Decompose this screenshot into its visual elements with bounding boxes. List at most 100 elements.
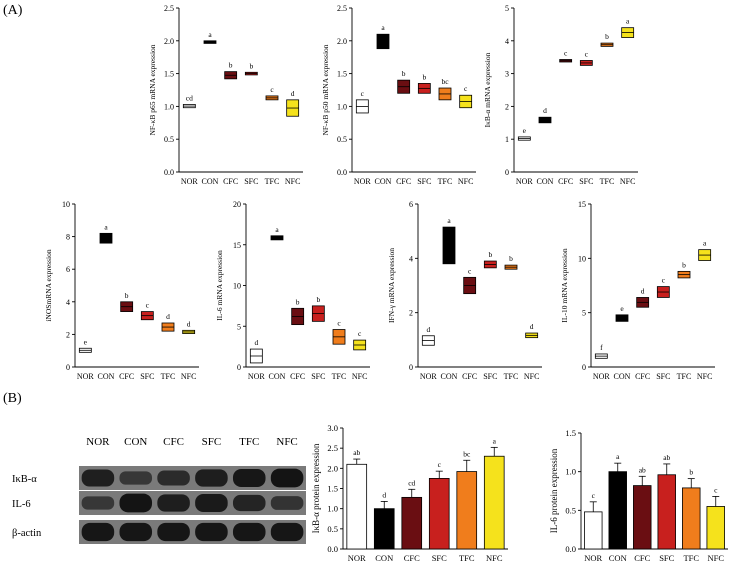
y-tick-label: 3 [505,70,509,79]
significance-letter: a [493,436,497,445]
x-tick-label: NOR [248,372,266,381]
bar-nfc [483,455,505,550]
significance-letter: b [488,250,492,259]
bar-cfc [633,485,652,550]
x-tick-label: CFC [558,177,573,186]
y-tick-label: 2.5 [327,443,338,453]
y-tick-label: 20 [233,200,241,209]
blot-band [81,522,115,542]
significance-letter: a [381,23,385,32]
y-tick-label: 1.5 [164,70,174,79]
significance-letter: b [402,69,406,78]
x-tick-label: CFC [635,372,650,381]
x-tick-label: SFC [579,177,593,186]
blot-strip [79,491,306,515]
chart-2: 0.0 0.5 1.0 1.5 2.0 2.5 NOR CON CFC SFC TFC NFC NF-κ… [321,4,476,186]
significance-letter: cd [408,478,415,487]
y-tick-label: 1 [505,135,509,144]
x-tick-label: SFC [311,372,325,381]
y-tick-label: 0.5 [565,505,576,515]
blot-band [195,469,228,487]
y-tick-label: 1.0 [164,102,174,111]
western-blot: NOR CON CFC SFC TFC NFC IκB-α IL-6 β-actin [12,436,306,544]
y-tick-label: 2.5 [337,4,347,13]
y-tick-label: 10 [62,200,70,209]
chart-5: 0 5 10 15 20 NOR CON CFC SFC TFC NFC IL-6 mRNA expr… [215,200,370,381]
significance-letter: c [468,266,472,275]
significance-letter: d [382,490,386,499]
x-tick-label: CON [614,372,631,381]
x-tick-label: CFC [634,553,650,563]
x-tick-label: TFC [504,372,519,381]
bar-sfc [657,474,676,550]
significance-letter: e [523,126,527,135]
y-tick-label: 6 [409,200,413,209]
x-tick-label: SFC [659,553,674,563]
y-axis-label: NF-κB p65 mRNA expression [148,44,157,135]
significance-letter: e [84,337,88,346]
y-tick-label: 0 [66,363,70,372]
x-tick-label: NOR [516,177,534,186]
x-tick-label: NOR [181,177,199,186]
significance-letter: a [703,239,707,248]
blot-band [232,468,266,488]
x-tick-label: NOR [420,372,438,381]
significance-letter: b [316,295,320,304]
significance-letter: d [254,338,258,347]
y-tick-label: 0 [582,363,586,372]
x-tick-label: CON [537,177,554,186]
chart-3: 0 1 2 3 4 5 NOR CON CFC SFC TFC NFC IκB-α mRNA expre… [483,4,638,186]
x-tick-label: TFC [600,177,615,186]
significance-letter: d [543,106,547,115]
blot-strip [79,466,306,490]
blot-band [81,469,115,487]
blot-band [119,471,153,485]
blot-band [157,522,190,542]
x-tick-label: NFC [458,177,474,186]
significance-letter: d [166,312,170,321]
blot-lane-label: NFC [276,436,297,448]
panel-label-a: (A) [3,3,23,18]
panel-label-b: (B) [3,391,22,406]
blot-band [119,522,153,542]
bar-tfc [682,487,701,550]
bar-nor [584,511,603,550]
significance-letter: c [464,84,468,93]
blot-row-label: β-actin [12,528,42,539]
x-tick-label: NFC [285,177,301,186]
significance-letter: c [438,460,442,469]
x-tick-label: TFC [265,177,280,186]
y-tick-label: 0.0 [327,544,338,554]
significance-letter: ab [353,448,360,457]
y-tick-label: 6 [66,265,70,274]
y-axis-label: IκB-α protein expression [311,443,321,533]
y-tick-label: 4 [409,254,413,263]
significance-letter: ab [639,465,646,474]
x-tick-label: CON [375,553,393,563]
y-tick-label: 0.0 [337,168,347,177]
y-tick-label: 10 [233,282,241,291]
x-tick-label: CON [269,372,286,381]
bar-nfc [706,506,725,550]
y-tick-label: 5 [582,309,586,318]
x-tick-label: NOR [348,553,366,563]
significance-letter: a [275,225,279,234]
x-tick-label: NFC [620,177,636,186]
blot-band [157,494,190,512]
significance-letter: b [125,291,129,300]
significance-letter: bc [463,449,471,458]
x-tick-label: NOR [593,372,611,381]
x-tick-label: TFC [161,372,176,381]
x-tick-label: SFC [244,177,258,186]
bar-cfc [401,496,423,550]
x-tick-label: CFC [462,372,477,381]
significance-letter: bc [441,77,449,86]
y-tick-label: 10 [578,254,586,263]
x-tick-label: NOR [77,372,95,381]
x-tick-label: SFC [656,372,670,381]
y-tick-label: 0 [505,168,509,177]
significance-letter: b [422,72,426,81]
significance-letter: b [249,61,253,70]
y-tick-label: 4 [505,37,509,46]
